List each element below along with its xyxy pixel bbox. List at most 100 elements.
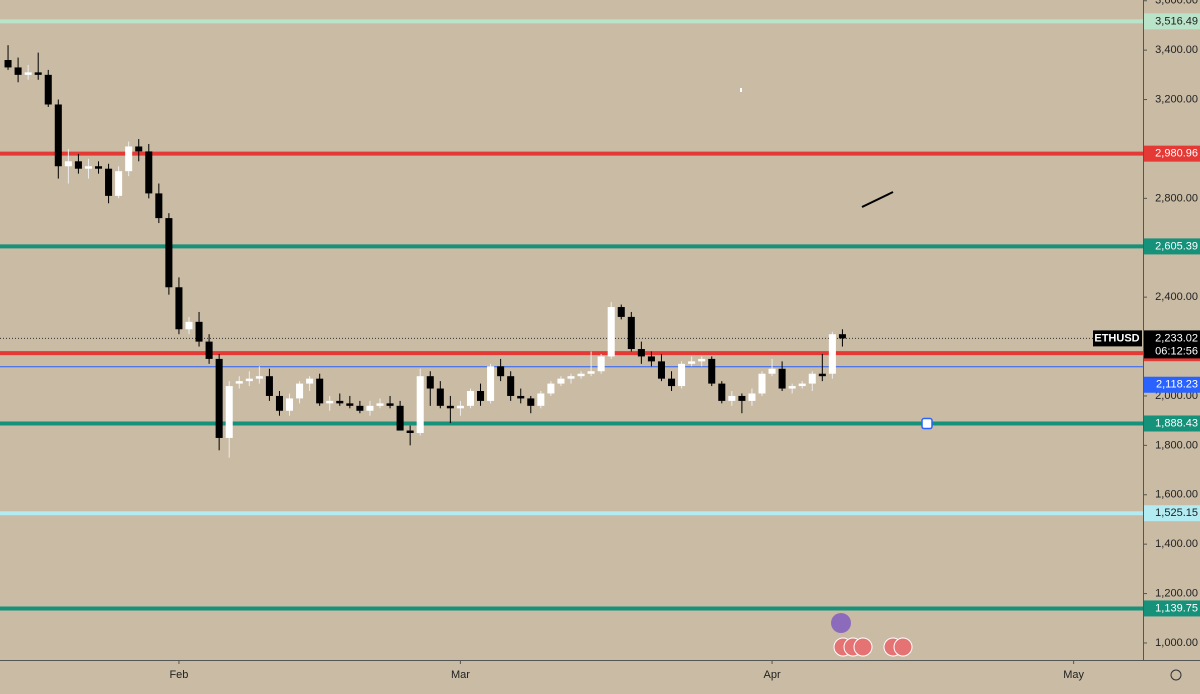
candle-body — [416, 376, 424, 434]
candle-body — [235, 381, 243, 384]
x-tick-label: Feb — [169, 669, 188, 681]
candle-body — [607, 307, 615, 357]
candle-body — [587, 371, 595, 374]
x-tick-label: Mar — [451, 669, 470, 681]
candle-body — [637, 349, 645, 357]
candle-body — [275, 395, 283, 411]
event-icon[interactable] — [853, 637, 873, 657]
candle-body — [547, 383, 555, 394]
candle-body — [557, 378, 565, 384]
candle-body — [798, 383, 806, 387]
symbol-label: ETHUSD — [1094, 332, 1139, 344]
candle-body — [286, 398, 294, 411]
candle-body — [14, 67, 22, 75]
candle-body — [255, 376, 263, 379]
candle-body — [44, 74, 52, 105]
candle-body — [356, 405, 364, 411]
level-label: 1,139.75 — [1155, 602, 1198, 614]
candle-body — [155, 193, 163, 219]
y-tick-label: 3,200.00 — [1155, 93, 1198, 105]
candle-body — [145, 151, 153, 194]
candle-body — [366, 405, 374, 411]
candle-body — [94, 166, 103, 169]
line-handle[interactable] — [921, 417, 933, 430]
candle-body — [406, 430, 414, 434]
x-tick-label: Apr — [763, 669, 780, 681]
candle-body — [466, 391, 474, 406]
event-icon[interactable] — [893, 637, 913, 657]
candle-body — [527, 398, 535, 406]
candle-body — [517, 395, 525, 399]
candle-body — [54, 104, 62, 167]
last-price-label: 2,233.02 — [1155, 332, 1198, 344]
candle-body — [165, 218, 173, 288]
candle-body — [718, 383, 726, 401]
level-label: 2,980.96 — [1155, 148, 1198, 160]
candle-body — [84, 166, 92, 169]
candle-body — [436, 388, 444, 406]
candle-body — [175, 287, 183, 330]
y-tick-label: 1,200.00 — [1155, 587, 1198, 599]
candle-body — [306, 378, 314, 384]
event-icon[interactable] — [831, 613, 851, 633]
last-price-box — [1144, 330, 1200, 359]
candle-body — [487, 366, 495, 401]
y-tick-label: 3,400.00 — [1155, 44, 1198, 56]
candle-body — [125, 146, 133, 172]
candle-body — [105, 168, 113, 196]
candle-body — [265, 376, 273, 396]
y-tick-label: 1,400.00 — [1155, 538, 1198, 550]
x-tick-label: May — [1063, 669, 1084, 681]
y-tick-label: 2,000.00 — [1155, 390, 1198, 402]
marker — [740, 88, 742, 92]
candle-body — [215, 358, 223, 438]
candle-body — [688, 361, 696, 364]
candle-body — [828, 334, 836, 374]
candle-body — [426, 376, 434, 389]
drawing-line[interactable] — [861, 191, 894, 208]
candle-body — [577, 373, 585, 377]
candle-body — [446, 405, 454, 409]
y-tick-label: 3,600.00 — [1155, 0, 1198, 7]
candle-body — [617, 307, 625, 317]
candle-body — [668, 378, 676, 387]
candle-body — [336, 400, 344, 404]
y-tick-label: 1,000.00 — [1155, 637, 1198, 649]
candle-body — [245, 378, 253, 382]
candle-body — [657, 361, 665, 379]
candle-body — [678, 363, 686, 387]
symbol-box — [1093, 330, 1142, 347]
candle-body — [386, 403, 394, 406]
candle-body — [497, 366, 505, 377]
y-tick-label: 2,800.00 — [1155, 192, 1198, 204]
candle-body — [326, 400, 334, 404]
level-label: 1,888.43 — [1155, 417, 1198, 429]
candle-body — [34, 72, 42, 75]
candle-body — [74, 161, 82, 169]
level-label: 2,605.39 — [1155, 240, 1198, 252]
level-label-box — [1144, 415, 1200, 432]
candle-body — [205, 341, 213, 359]
candle-body — [24, 72, 32, 75]
candle-body — [225, 386, 233, 438]
level-label: 1,525.15 — [1155, 507, 1198, 519]
candle-body — [647, 356, 655, 362]
candle-body — [537, 393, 545, 406]
settings-icon[interactable] — [1170, 669, 1182, 681]
candle-body — [778, 368, 786, 389]
candle-body — [456, 405, 464, 409]
candle-body — [728, 395, 736, 401]
candle-body — [698, 358, 706, 362]
candle-body — [135, 146, 143, 152]
candle-body — [115, 171, 123, 196]
level-label: 3,516.49 — [1155, 15, 1198, 27]
candle-body — [567, 376, 575, 379]
candle-body — [738, 395, 746, 401]
candle-body — [507, 376, 515, 396]
candle-body — [597, 356, 605, 372]
candle-body — [818, 373, 826, 377]
candle-body — [477, 391, 485, 401]
countdown-label: 06:12:56 — [1155, 345, 1198, 357]
